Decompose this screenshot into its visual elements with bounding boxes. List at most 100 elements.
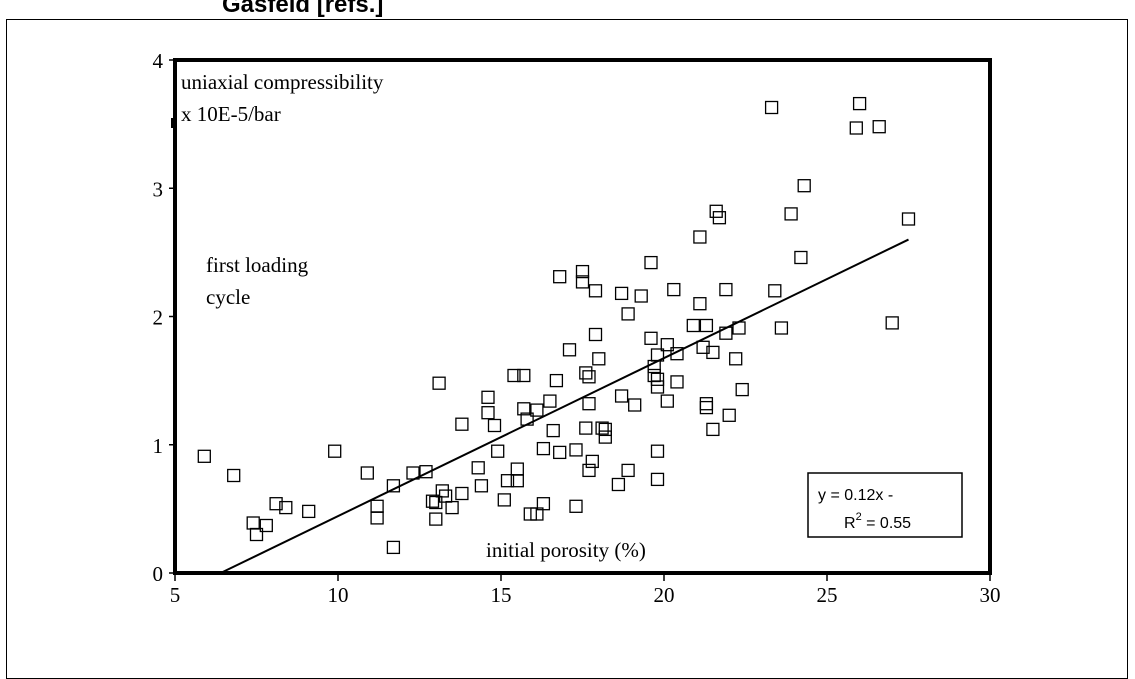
data-point [370,499,384,513]
data-point [549,373,564,388]
x-tick-label: 25 [817,583,838,607]
data-point [425,494,440,508]
y-tick-label: 3 [153,177,164,201]
data-point [582,463,596,478]
data-point [722,408,736,422]
x-tick-label: 10 [328,583,349,607]
data-point [872,120,886,134]
data-point [579,421,593,435]
data-point [530,403,544,417]
data-point [764,100,779,115]
data-point [634,289,648,303]
data-point [429,512,443,526]
data-point [686,318,700,333]
data-point [432,376,446,390]
data-point [699,318,714,333]
data-point [588,284,603,298]
data-point [455,417,469,431]
data-point [660,394,674,408]
data-point [797,179,811,193]
data-point [774,321,789,335]
data-point [667,282,681,297]
data-point [227,468,241,483]
data-point [546,423,560,438]
y-axis-unit: x 10E-5/bar [181,102,281,126]
data-point [735,382,749,397]
data-point [614,389,629,403]
data-point [885,316,899,330]
data-point [660,338,674,352]
data-point [614,286,629,301]
data-point [592,352,606,366]
data-point [510,462,524,476]
x-axis-label: initial porosity (%) [486,538,646,562]
data-point [706,422,720,437]
data-point [246,516,260,530]
equation-frame [807,472,963,538]
data-point [536,441,551,456]
x-tick-label: 5 [170,583,181,607]
equation-text: y = 0.12x - [818,487,893,504]
data-point [650,472,665,487]
data-point [852,96,867,111]
point-group [197,96,916,555]
first-loading-label: first loading [206,253,309,277]
data-point [455,486,469,501]
data-point [794,250,808,265]
data-point [650,444,665,458]
data-point [719,282,733,297]
data-point [696,340,710,354]
data-point [569,443,583,457]
data-point [699,400,714,415]
data-point [849,121,863,135]
data-point [595,421,609,435]
data-point [569,499,583,513]
data-point [553,445,567,460]
data-point [510,474,524,488]
data-point [360,466,374,480]
data-point [517,402,531,416]
data-point [901,212,916,226]
x-tick-label: 20 [654,583,675,607]
data-point [575,264,590,279]
data-point [650,372,665,386]
y-tick-label: 2 [153,306,164,330]
data-point [588,327,603,342]
data-point [699,397,714,411]
data-point [543,394,557,408]
data-point [585,454,599,469]
data-point [611,477,626,492]
data-point [279,500,293,515]
y-tick-label: 4 [153,49,164,73]
data-point [621,463,635,478]
data-point [500,474,515,488]
data-point [419,465,433,479]
data-point [269,497,283,511]
data-point [471,461,485,475]
data-point [562,343,577,357]
data-point [582,370,596,384]
page-heading: Gasfeld [refs.] [222,0,384,18]
tick-group: 5 10 15 20 25 30 0 1 2 3 4 [153,49,1001,607]
data-point [507,368,521,383]
data-point [644,255,658,270]
data-point [706,345,720,360]
data-point [553,270,567,284]
data-point [370,511,384,525]
data-point [487,418,502,433]
y-tick-label: 1 [153,434,164,458]
data-point [445,500,459,515]
data-point [517,368,531,383]
data-point [582,397,596,411]
equation-box: y = 0.12x - R2 = 0.55 [807,472,963,538]
data-point [302,504,316,519]
data-point [712,211,727,225]
data-point [644,331,658,345]
data-point [621,307,635,321]
data-point [481,406,495,420]
data-point [693,297,707,311]
data-point [474,479,489,493]
scatter-chart: 5 10 15 20 25 30 0 1 2 3 4 uniaxial compressibilit… [153,49,1001,607]
data-point [598,430,612,444]
data-point [386,540,401,555]
